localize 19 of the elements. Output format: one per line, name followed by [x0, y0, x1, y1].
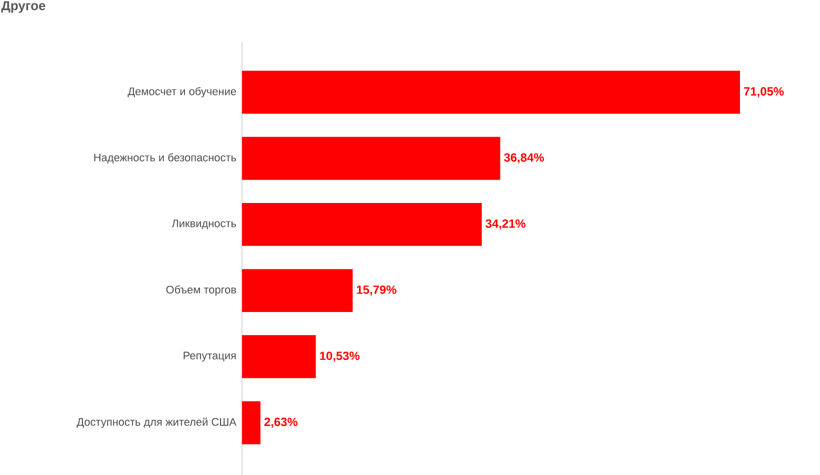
bar [242, 202, 482, 246]
y-tick-label: Ликвидность [172, 220, 236, 230]
y-tick-label: Объем торгов [166, 285, 236, 296]
y-tick-label: Доступность для жителей США [76, 418, 236, 428]
data-label: 10,53% [320, 352, 360, 362]
data-label: 34,21% [486, 219, 526, 230]
bar [242, 401, 260, 444]
data-label: 2,63% [264, 418, 298, 428]
data-label: 71,05% [744, 87, 784, 98]
bar [242, 269, 353, 312]
bar [242, 136, 500, 180]
y-tick-label: Демосчет и обучение [128, 87, 236, 98]
data-label: 36,84% [504, 153, 544, 164]
bar [242, 70, 740, 114]
text: Другое [1, 1, 46, 13]
y-tick-label: Надежность и безопасность [94, 153, 236, 164]
y-tick-label: Репутация [184, 352, 236, 362]
bar [242, 335, 316, 378]
data-label: 15,79% [356, 285, 396, 296]
